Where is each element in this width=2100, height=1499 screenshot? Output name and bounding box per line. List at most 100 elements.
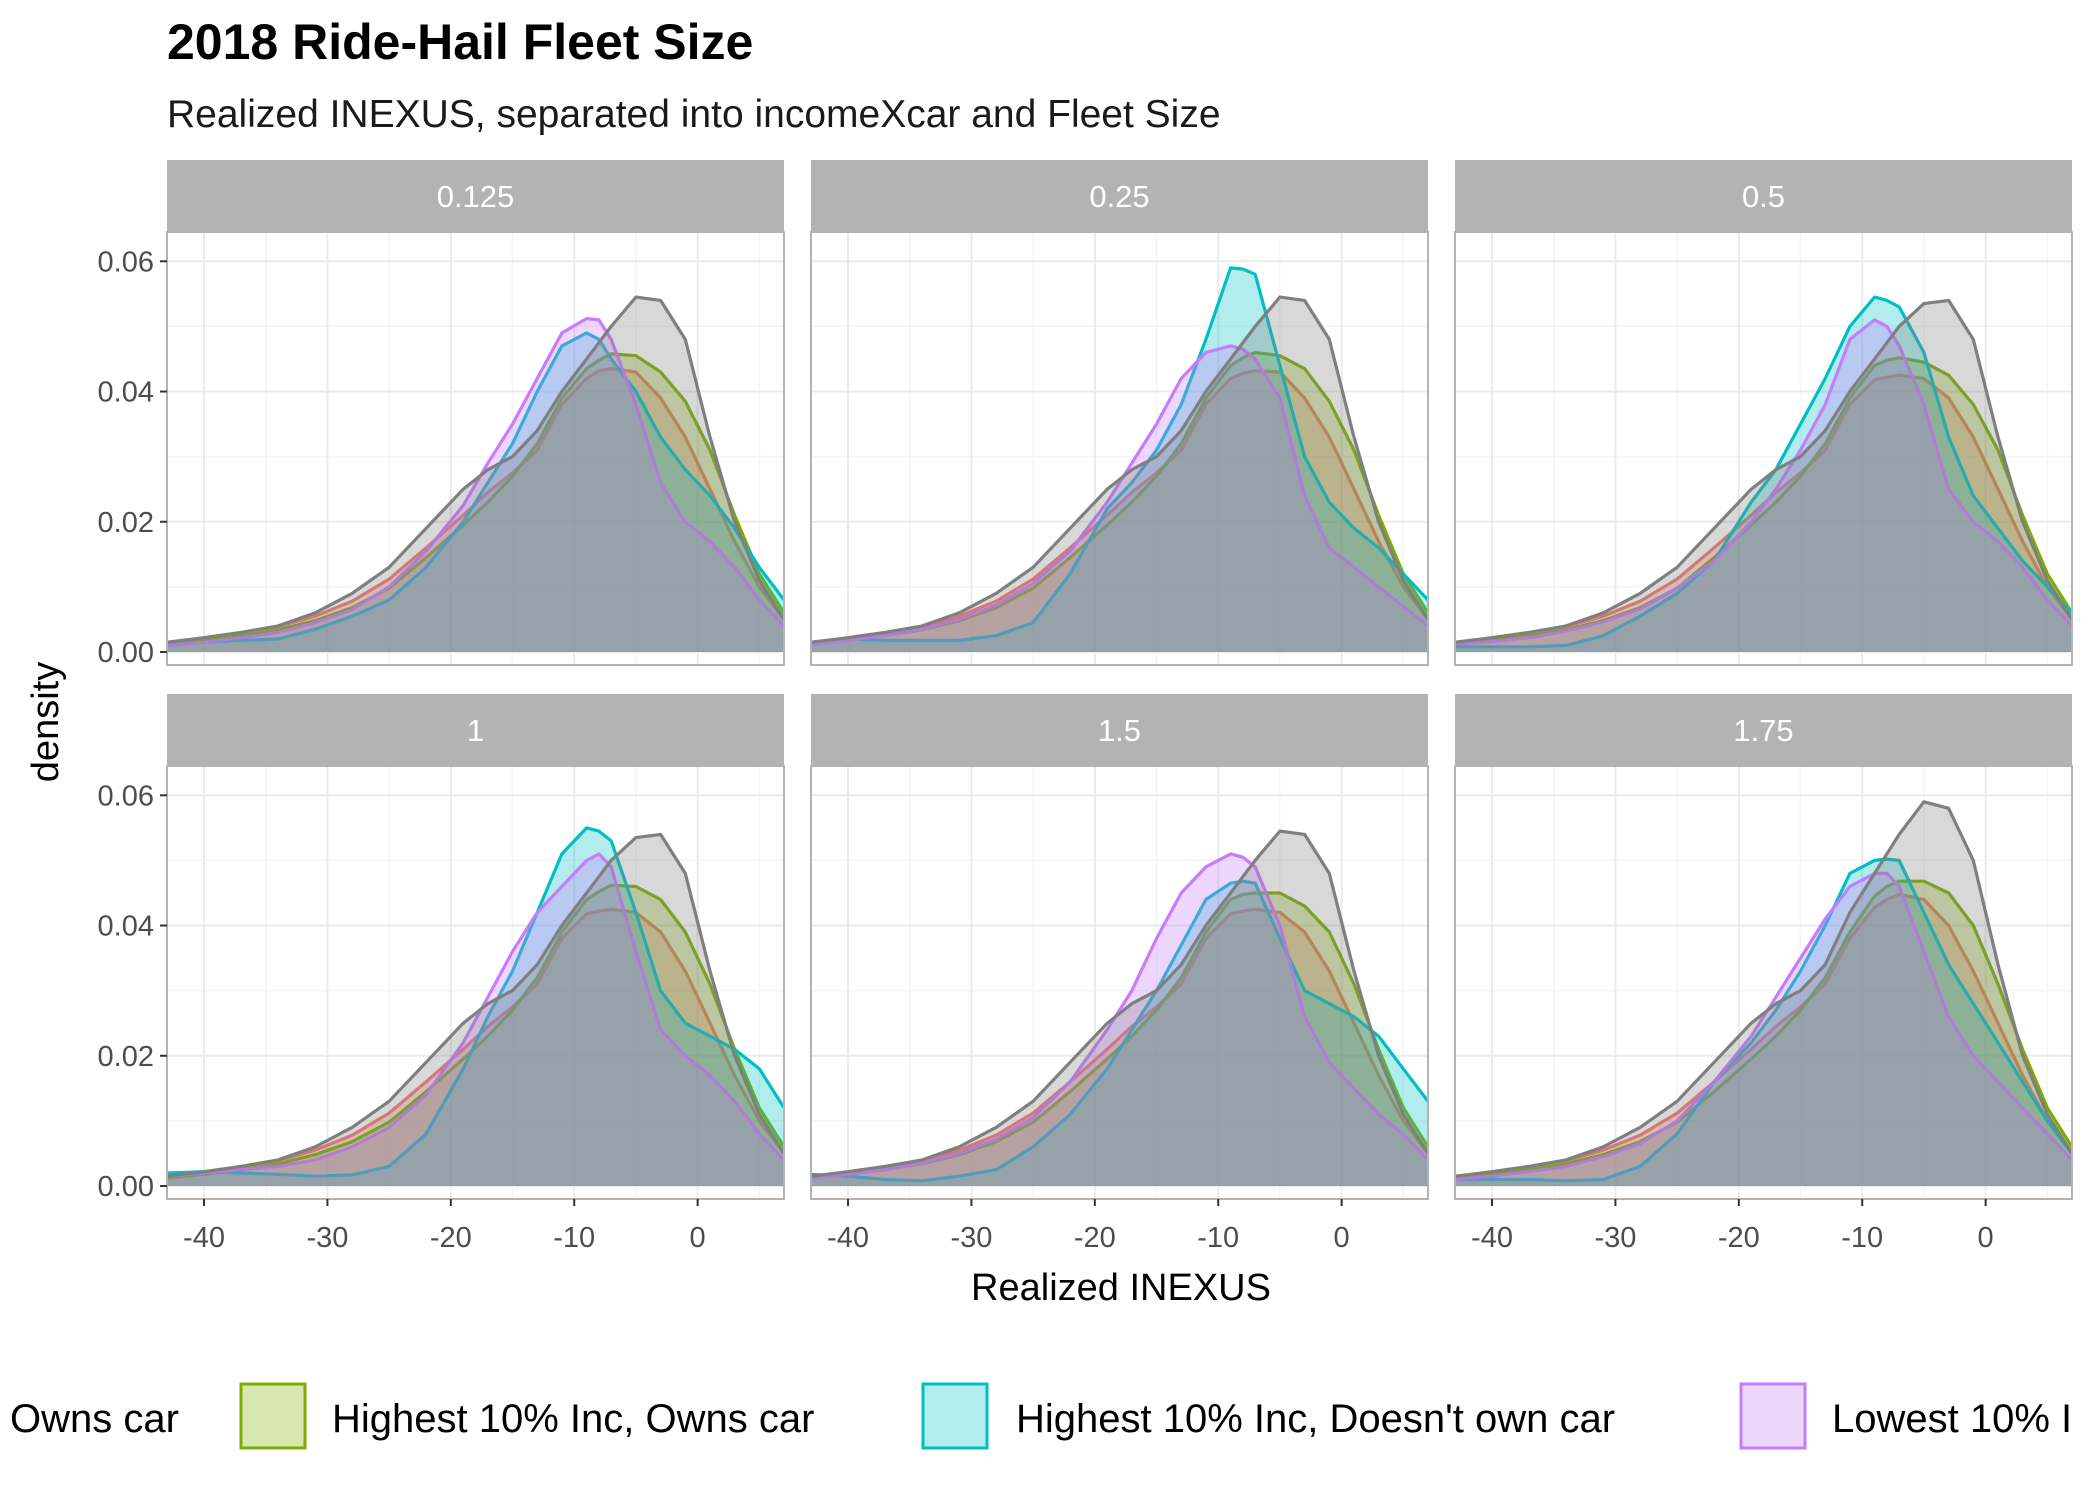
y-tick-label: 0.02: [98, 1041, 154, 1073]
density-area-series-0: [1455, 894, 2072, 1186]
density-line-series-3: [167, 852, 784, 1178]
density-area-series-2: [167, 332, 784, 652]
facet-strip-label: 0.125: [437, 179, 515, 214]
x-tick-label: -40: [183, 1222, 225, 1254]
density-area-series-1: [811, 352, 1428, 652]
density-area-series-0: [811, 370, 1428, 652]
panel-background: [1455, 232, 2072, 665]
x-tick-label: 0: [1334, 1222, 1350, 1254]
panel-background: [811, 766, 1428, 1199]
x-tick-label: 0: [690, 1222, 706, 1254]
x-tick-label: -30: [950, 1222, 992, 1254]
x-tick-label: -10: [1841, 1222, 1883, 1254]
x-axis-title: Realized INEXUS: [971, 1267, 1271, 1309]
panel-background: [811, 232, 1428, 665]
x-tick-label: -20: [1074, 1222, 1116, 1254]
density-area-series-2: [811, 267, 1428, 652]
x-tick-label: -40: [1471, 1222, 1513, 1254]
legend-label: Owns car: [10, 1397, 179, 1441]
panel-border: [1454, 231, 2073, 666]
density-area-series-3: [1455, 873, 2072, 1186]
panel-border: [810, 231, 1429, 666]
density-layers: [167, 826, 784, 1186]
density-area-series-1: [1455, 881, 2072, 1186]
density-layers: [1455, 295, 2072, 652]
density-line-series-1: [167, 883, 784, 1180]
y-tick-label: 0.04: [98, 377, 154, 409]
density-area-series-1: [811, 893, 1428, 1186]
density-line-series-4: [167, 832, 784, 1178]
chart-subtitle: Realized INEXUS, separated into incomeXc…: [167, 93, 1221, 136]
facet-strip-label: 1: [467, 713, 484, 748]
facet-strip: [167, 160, 784, 232]
density-line-series-0: [811, 369, 1428, 646]
x-tick-label: 0: [1978, 1222, 1994, 1254]
y-tick-label: 0.00: [98, 1171, 154, 1203]
density-area-series-4: [1455, 300, 2072, 652]
density-line-series-3: [811, 344, 1428, 646]
facet-panel-0_5: 0.5: [1454, 160, 2073, 666]
density-area-series-2: [167, 827, 784, 1186]
density-area-series-4: [811, 831, 1428, 1186]
density-line-series-3: [1455, 318, 2072, 646]
x-tick-label: -20: [1718, 1222, 1760, 1254]
density-area-series-4: [811, 297, 1428, 652]
chart-title: 2018 Ride-Hail Fleet Size: [167, 14, 753, 70]
facet-strip-label: 1.75: [1733, 713, 1793, 748]
panel-border: [1454, 765, 2073, 1200]
density-line-series-0: [811, 907, 1428, 1180]
x-tick-label: -30: [1594, 1222, 1636, 1254]
density-area-series-3: [811, 345, 1428, 652]
density-line-series-4: [1455, 800, 2072, 1178]
legend-label: Highest 10% Inc, Owns car: [332, 1397, 814, 1441]
legend-key: [239, 1382, 307, 1450]
x-tick-label: -40: [827, 1222, 869, 1254]
facet-strip-label: 1.5: [1098, 713, 1141, 748]
density-area-series-1: [1455, 357, 2072, 652]
density-line-series-4: [811, 295, 1428, 644]
legend-key: [921, 1382, 989, 1450]
facet-panel-1_5: 1.5 -40 -30 -20 -10 0: [810, 694, 1429, 1254]
panel-background: [1455, 766, 2072, 1199]
panel-border: [810, 765, 1429, 1200]
density-layers: [811, 266, 1428, 652]
density-line-series-3: [811, 852, 1428, 1180]
legend: Owns car Highest 10% Inc, Owns car Highest…: [10, 1382, 2072, 1450]
facet-strip: [811, 160, 1428, 232]
x-tick-label: -30: [306, 1222, 348, 1254]
density-area-series-4: [167, 834, 784, 1186]
facet-strip: [1455, 160, 2072, 232]
density-area-series-4: [1455, 801, 2072, 1186]
density-line-series-1: [167, 352, 784, 646]
density-line-series-4: [167, 295, 784, 644]
facet-panel-0_125: 0.125 0.00 0.02 0.04 0.06: [98, 160, 785, 669]
density-line-series-1: [1455, 879, 2072, 1180]
panel-background: [167, 766, 784, 1199]
facet-strip-label: 0.5: [1742, 179, 1785, 214]
density-line-series-4: [1455, 298, 2072, 644]
density-area-series-3: [811, 853, 1428, 1186]
density-area-series-1: [167, 353, 784, 652]
density-line-series-3: [167, 317, 784, 648]
density-area-series-1: [167, 885, 784, 1186]
density-line-series-2: [167, 331, 784, 648]
density-line-series-4: [811, 829, 1428, 1178]
density-line-series-2: [1455, 295, 2072, 649]
density-layers: [167, 295, 784, 652]
y-axis-title: density: [25, 662, 67, 782]
facet-strip: [811, 694, 1428, 766]
y-tick-label: 0.06: [98, 246, 154, 278]
x-tick-label: -10: [1197, 1222, 1239, 1254]
density-line-series-2: [811, 879, 1428, 1183]
panel-border: [166, 765, 785, 1200]
facet-panel-1: 1 0.00 0.02 0.04 0.06 -40 -30 -20 -10 0: [98, 694, 785, 1254]
density-layers: [811, 829, 1428, 1186]
density-line-series-2: [811, 266, 1428, 644]
density-area-series-2: [1455, 859, 2072, 1186]
facet-strip: [167, 694, 784, 766]
x-tick-label: -20: [430, 1222, 472, 1254]
y-tick-label: 0.06: [98, 780, 154, 812]
y-tick-label: 0.00: [98, 637, 154, 669]
facet-strip: [1455, 694, 2072, 766]
